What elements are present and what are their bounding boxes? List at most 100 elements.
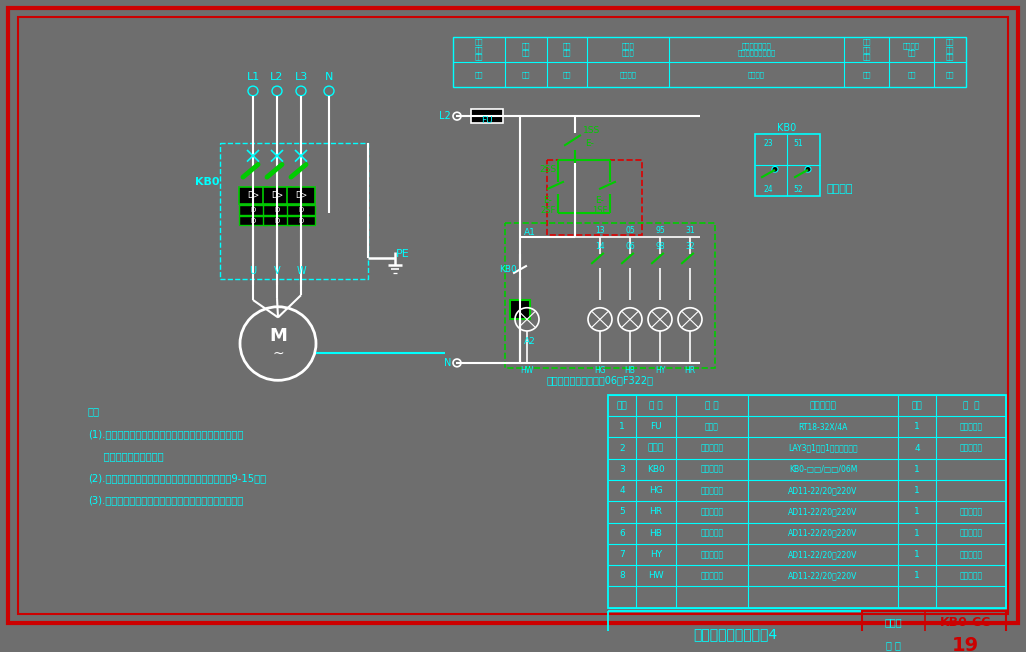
- Text: 熔断器: 熔断器: [705, 422, 719, 431]
- Bar: [608, 395, 1007, 608]
- Text: 按需要增减: 按需要增减: [959, 507, 983, 516]
- Text: 19: 19: [952, 636, 979, 652]
- Text: 5: 5: [619, 507, 625, 516]
- Text: 自动及报警信号
运行信号报警触点图: 自动及报警信号 运行信号报警触点图: [738, 42, 776, 57]
- Text: 电源
信号: 电源 信号: [562, 42, 571, 57]
- Text: 1: 1: [914, 529, 920, 538]
- Text: 控制保护器: 控制保护器: [701, 465, 723, 474]
- Bar: [505, 222, 715, 368]
- Text: 二次
电源
检测: 二次 电源 检测: [475, 38, 483, 60]
- Text: 31: 31: [685, 226, 695, 235]
- Bar: [239, 186, 267, 204]
- Text: 23: 23: [763, 139, 773, 148]
- Text: N: N: [443, 358, 451, 368]
- Text: 电源
保护: 电源 保护: [522, 42, 530, 57]
- Text: 95: 95: [656, 226, 665, 235]
- Text: 4: 4: [619, 486, 625, 495]
- Text: U: U: [249, 266, 256, 276]
- Text: HW: HW: [520, 366, 534, 375]
- Text: HY: HY: [649, 550, 662, 559]
- Text: 2: 2: [619, 443, 625, 452]
- Text: E-: E-: [585, 139, 594, 148]
- Text: M: M: [269, 327, 287, 345]
- Text: 页 号: 页 号: [886, 640, 901, 651]
- Text: 4: 4: [914, 443, 920, 452]
- Text: 就地与
远距离: 就地与 远距离: [622, 42, 634, 57]
- Text: A2: A2: [524, 337, 536, 346]
- Text: D: D: [274, 207, 280, 213]
- Text: 保护: 保护: [522, 71, 530, 78]
- Text: KB0: KB0: [647, 465, 665, 474]
- Text: 监管: 监管: [862, 71, 871, 78]
- Text: 地和远距离同时控制。: 地和远距离同时控制。: [88, 451, 163, 461]
- Bar: [287, 216, 315, 226]
- Text: E-: E-: [595, 196, 604, 205]
- Text: 白色信号灯: 白色信号灯: [701, 571, 723, 580]
- Text: 8: 8: [619, 571, 625, 580]
- Text: 启、停按钮: 启、停按钮: [701, 443, 723, 452]
- Text: 1: 1: [914, 465, 920, 474]
- Text: 符 号: 符 号: [649, 401, 663, 410]
- Text: 本接线方案辅助触头为06（F322）: 本接线方案辅助触头为06（F322）: [547, 376, 654, 385]
- Text: D: D: [274, 218, 280, 224]
- Text: 红色信号灯: 红色信号灯: [701, 507, 723, 516]
- Text: 信号: 信号: [562, 71, 571, 78]
- Text: 按需要增减: 按需要增减: [959, 529, 983, 538]
- Text: 外引信号
运行: 外引信号 运行: [903, 42, 920, 57]
- Text: 电测: 电测: [475, 71, 483, 78]
- Text: AD11-22/20～220V: AD11-22/20～220V: [788, 507, 858, 516]
- Bar: [239, 205, 267, 215]
- Bar: [755, 134, 820, 196]
- Text: 1SS: 1SS: [583, 126, 600, 135]
- Text: 型号及规格: 型号及规格: [810, 401, 836, 410]
- Text: HY: HY: [655, 366, 665, 375]
- Text: 蓝色信号灯: 蓝色信号灯: [701, 529, 723, 538]
- Text: 7: 7: [619, 550, 625, 559]
- Bar: [608, 611, 862, 652]
- Text: 红绿色各二: 红绿色各二: [959, 443, 983, 452]
- Circle shape: [772, 166, 778, 172]
- Text: 起、停: 起、停: [648, 443, 664, 452]
- Circle shape: [805, 166, 811, 172]
- Text: E-: E-: [544, 196, 552, 205]
- Text: 绿色信号灯: 绿色信号灯: [701, 486, 723, 495]
- Text: D: D: [299, 218, 304, 224]
- Text: KB0-CC: KB0-CC: [940, 615, 991, 629]
- Text: D: D: [250, 218, 255, 224]
- Text: D>: D>: [271, 191, 283, 200]
- Bar: [862, 634, 1007, 652]
- Text: HB: HB: [625, 366, 635, 375]
- Text: ~: ~: [272, 346, 284, 360]
- Text: D>: D>: [247, 191, 259, 200]
- Text: 52: 52: [793, 185, 803, 194]
- Text: (2).控制保护器的选型由工程师决定，详见本图集第9-15页。: (2).控制保护器的选型由工程师决定，详见本图集第9-15页。: [88, 473, 266, 483]
- Text: 98: 98: [656, 243, 665, 251]
- Text: 1: 1: [914, 571, 920, 580]
- Text: 备  注: 备 注: [962, 401, 979, 410]
- Text: 播放
监管
停止: 播放 监管 停止: [862, 38, 871, 60]
- Text: 1: 1: [914, 486, 920, 495]
- Text: D: D: [250, 207, 255, 213]
- Text: 14: 14: [595, 243, 604, 251]
- Text: (1).本图适用于各类电动机台设备在正常工作时，采用就: (1).本图适用于各类电动机台设备在正常工作时，采用就: [88, 429, 243, 439]
- Text: PE: PE: [396, 248, 409, 259]
- Text: 运行: 运行: [907, 71, 916, 78]
- Text: HW: HW: [648, 571, 664, 580]
- Text: 2SS: 2SS: [540, 165, 556, 174]
- Text: L1: L1: [246, 72, 260, 82]
- Text: AD11-22/20～220V: AD11-22/20～220V: [788, 571, 858, 580]
- Text: 51: 51: [793, 139, 803, 148]
- Bar: [263, 205, 291, 215]
- Text: 按需要增减: 按需要增减: [959, 571, 983, 580]
- Text: 基本方案控制电路图4: 基本方案控制电路图4: [693, 627, 777, 641]
- Text: 6: 6: [619, 529, 625, 538]
- Text: 运行信号: 运行信号: [748, 71, 765, 78]
- Text: 信号
停止
检测: 信号 停止 检测: [946, 38, 954, 60]
- Text: HR: HR: [684, 366, 696, 375]
- Bar: [510, 300, 530, 319]
- Text: 1SF: 1SF: [592, 207, 607, 215]
- Text: W: W: [297, 266, 306, 276]
- Text: 带熔断指示: 带熔断指示: [959, 422, 983, 431]
- Bar: [471, 110, 503, 123]
- Text: HB: HB: [649, 529, 663, 538]
